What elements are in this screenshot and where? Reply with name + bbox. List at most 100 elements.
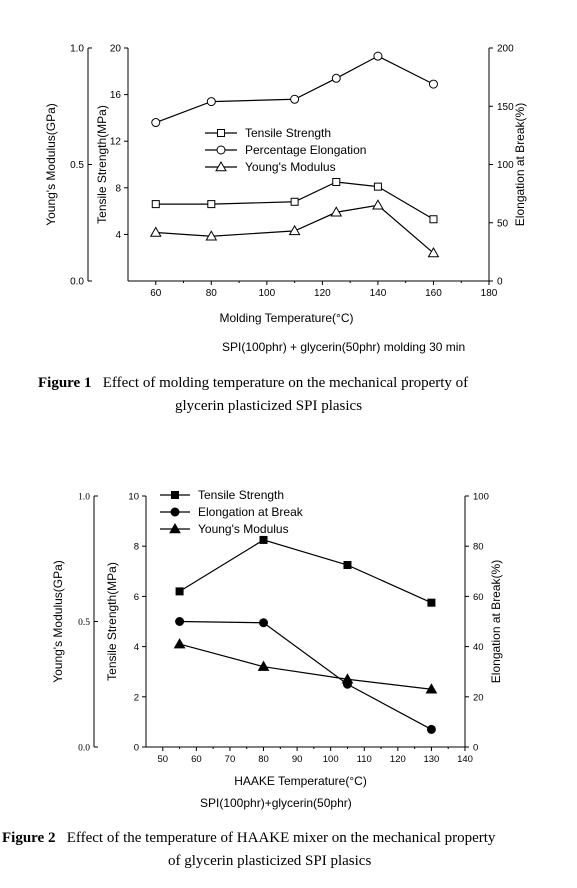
fig1-x-tick-label: 60	[150, 288, 162, 299]
fig1-ym-tick-label: 1.0	[70, 44, 84, 55]
fig1-chart: 60 80 100 120 140 160 180481216200501001502000…	[44, 44, 527, 355]
fig2-x-tick-label: 120	[390, 754, 406, 765]
fig1-ts-tick-label: 20	[110, 44, 122, 55]
fig2-x-tick-label: 140	[457, 754, 473, 765]
fig1-point-ym	[330, 206, 343, 217]
fig2-point-el	[259, 618, 269, 628]
fig1-point-ts	[151, 200, 160, 209]
fig1-point-el	[290, 94, 300, 104]
fig2-point-ym	[257, 660, 270, 671]
figure1-caption: Figure 1 Effect of molding temperature o…	[38, 373, 468, 394]
fig2-ts-tick-label: 8	[134, 542, 139, 553]
fig1-ts-tick-label: 4	[115, 230, 121, 241]
fig2-legend-marker	[170, 507, 180, 517]
fig2-ym-tick-label: 1.0	[78, 493, 90, 503]
fig1-point-ts	[373, 182, 382, 191]
fig1-x-tick-label: 80	[206, 288, 218, 299]
fig1-legend-marker	[215, 160, 227, 172]
fig2-el-tick-label: 40	[473, 642, 484, 653]
fig1-el-axis-label: Elongation at Break(%)	[513, 103, 527, 226]
fig2-chart: 50 60 70 80 90 100 110 120 130 140024681002040608…	[51, 488, 503, 810]
fig1-point-el	[428, 79, 438, 89]
fig2-el-tick-label: 100	[473, 492, 489, 503]
fig1-legend-label: Percentage Elongation	[245, 143, 366, 157]
fig1-point-ts	[207, 200, 216, 209]
fig2-el-tick-label: 20	[473, 692, 484, 703]
fig2-legend-label: Elongation at Break	[198, 505, 304, 519]
fig1-x-axis-label: Molding Temperature(°C)	[220, 311, 354, 325]
fig2-el-tick-label: 80	[473, 542, 484, 553]
fig2-legend-marker	[171, 491, 179, 499]
fig1-x-tick-label: 140	[370, 288, 387, 299]
fig2-el-tick-label: 0	[473, 743, 478, 754]
fig1-legend-label: Tensile Strength	[245, 126, 331, 140]
fig2-el-tick-label: 60	[473, 592, 484, 603]
figure2-caption-line1: Effect of the temperature of HAAKE mixer…	[66, 830, 496, 846]
fig2-series-line-ts	[179, 539, 432, 604]
fig1-x-tick-label: 160	[425, 288, 442, 299]
fig2-ym-axis-label: Young's Modulus(GPa)	[51, 560, 65, 683]
fig1-ts-axis-label: Tensile Strength(MPa)	[95, 105, 109, 224]
fig2-x-axis-label: HAAKE Temperature(°C)	[234, 774, 367, 788]
fig2-ts-tick-label: 0	[134, 743, 139, 754]
fig2-x-tick-label: 60	[191, 754, 202, 765]
fig1-point-ts	[290, 197, 299, 206]
fig2-x-tick-label: 130	[423, 754, 439, 765]
figure1-caption-line1: Effect of molding temperature on the mec…	[102, 375, 469, 391]
fig1-legend-label: Young's Modulus	[245, 160, 336, 174]
fig2-series-line-ym	[179, 643, 432, 690]
fig1-ts-tick-label: 8	[115, 183, 121, 194]
fig1-el-tick-label: 100	[497, 160, 514, 171]
fig2-conditions: SPI(100phr)+glycerin(50phr)	[200, 796, 352, 810]
fig2-ts-tick-label: 10	[128, 492, 139, 503]
fig1-point-el	[151, 118, 161, 128]
fig2-point-el	[175, 617, 185, 626]
fig2-x-tick-label: 70	[225, 754, 236, 765]
fig1-point-ym	[288, 224, 301, 236]
fig2-ts-tick-label: 2	[134, 692, 139, 703]
fig1-el-tick-label: 150	[497, 102, 514, 113]
fig1-conditions: SPI(100phr) + glycerin(50phr) molding 30…	[222, 340, 465, 354]
fig2-point-ts	[427, 598, 436, 607]
fig2-point-ym	[341, 673, 354, 684]
fig1-el-tick-label: 0	[497, 277, 503, 288]
fig1-point-el	[206, 97, 216, 107]
fig2-x-tick-label: 110	[357, 754, 372, 765]
fig1-el-tick-label: 50	[497, 218, 509, 229]
fig2-el-axis-label: Elongation at Break(%)	[489, 560, 503, 683]
figure1-caption-line2: glycerin plasticized SPI plasics	[175, 398, 363, 414]
fig1-point-el	[331, 73, 341, 83]
fig2-point-ts	[175, 587, 184, 596]
fig2-point-ts	[343, 561, 352, 570]
fig2-ts-tick-label: 4	[134, 642, 139, 653]
fig2-legend-label: Tensile Strength	[198, 488, 284, 502]
fig1-ts-tick-label: 12	[110, 137, 122, 148]
fig1-point-ts	[429, 215, 438, 224]
fig2-ts-axis-label: Tensile Strength(MPa)	[105, 562, 119, 681]
figure2-caption-label: Figure 2	[2, 830, 56, 846]
fig2-x-tick-label: 90	[292, 754, 303, 765]
fig1-el-tick-label: 200	[497, 44, 514, 55]
fig1-x-tick-label: 120	[314, 288, 331, 299]
fig1-series-line-ts	[155, 181, 434, 220]
fig1-point-ym	[427, 247, 440, 258]
fig1-series-line-el	[155, 55, 434, 124]
fig1-legend-marker	[216, 145, 226, 155]
fig2-point-ts	[259, 535, 268, 544]
fig2-point-ym	[173, 638, 186, 649]
fig1-legend-marker	[217, 129, 225, 137]
fig2-legend-label: Young's Modulus	[198, 522, 289, 536]
fig1-series-line-ym	[155, 204, 434, 254]
fig2-ts-tick-label: 6	[134, 592, 139, 603]
fig1-point-el	[373, 51, 383, 61]
fig1-point-ym	[205, 230, 218, 241]
fig2-x-tick-label: 100	[323, 754, 339, 765]
fig2-point-ym	[425, 683, 438, 694]
fig2-ym-tick-label: 0.5	[78, 618, 90, 628]
fig2-x-tick-label: 80	[258, 754, 269, 765]
figure2-caption-line2: of glycerin plasticized SPI plasics	[168, 853, 372, 869]
fig1-ym-axis-label: Young's Modulus(GPa)	[44, 103, 58, 226]
fig1-x-tick-label: 180	[481, 288, 498, 299]
fig2-ym-tick-label: 0.0	[78, 744, 90, 754]
